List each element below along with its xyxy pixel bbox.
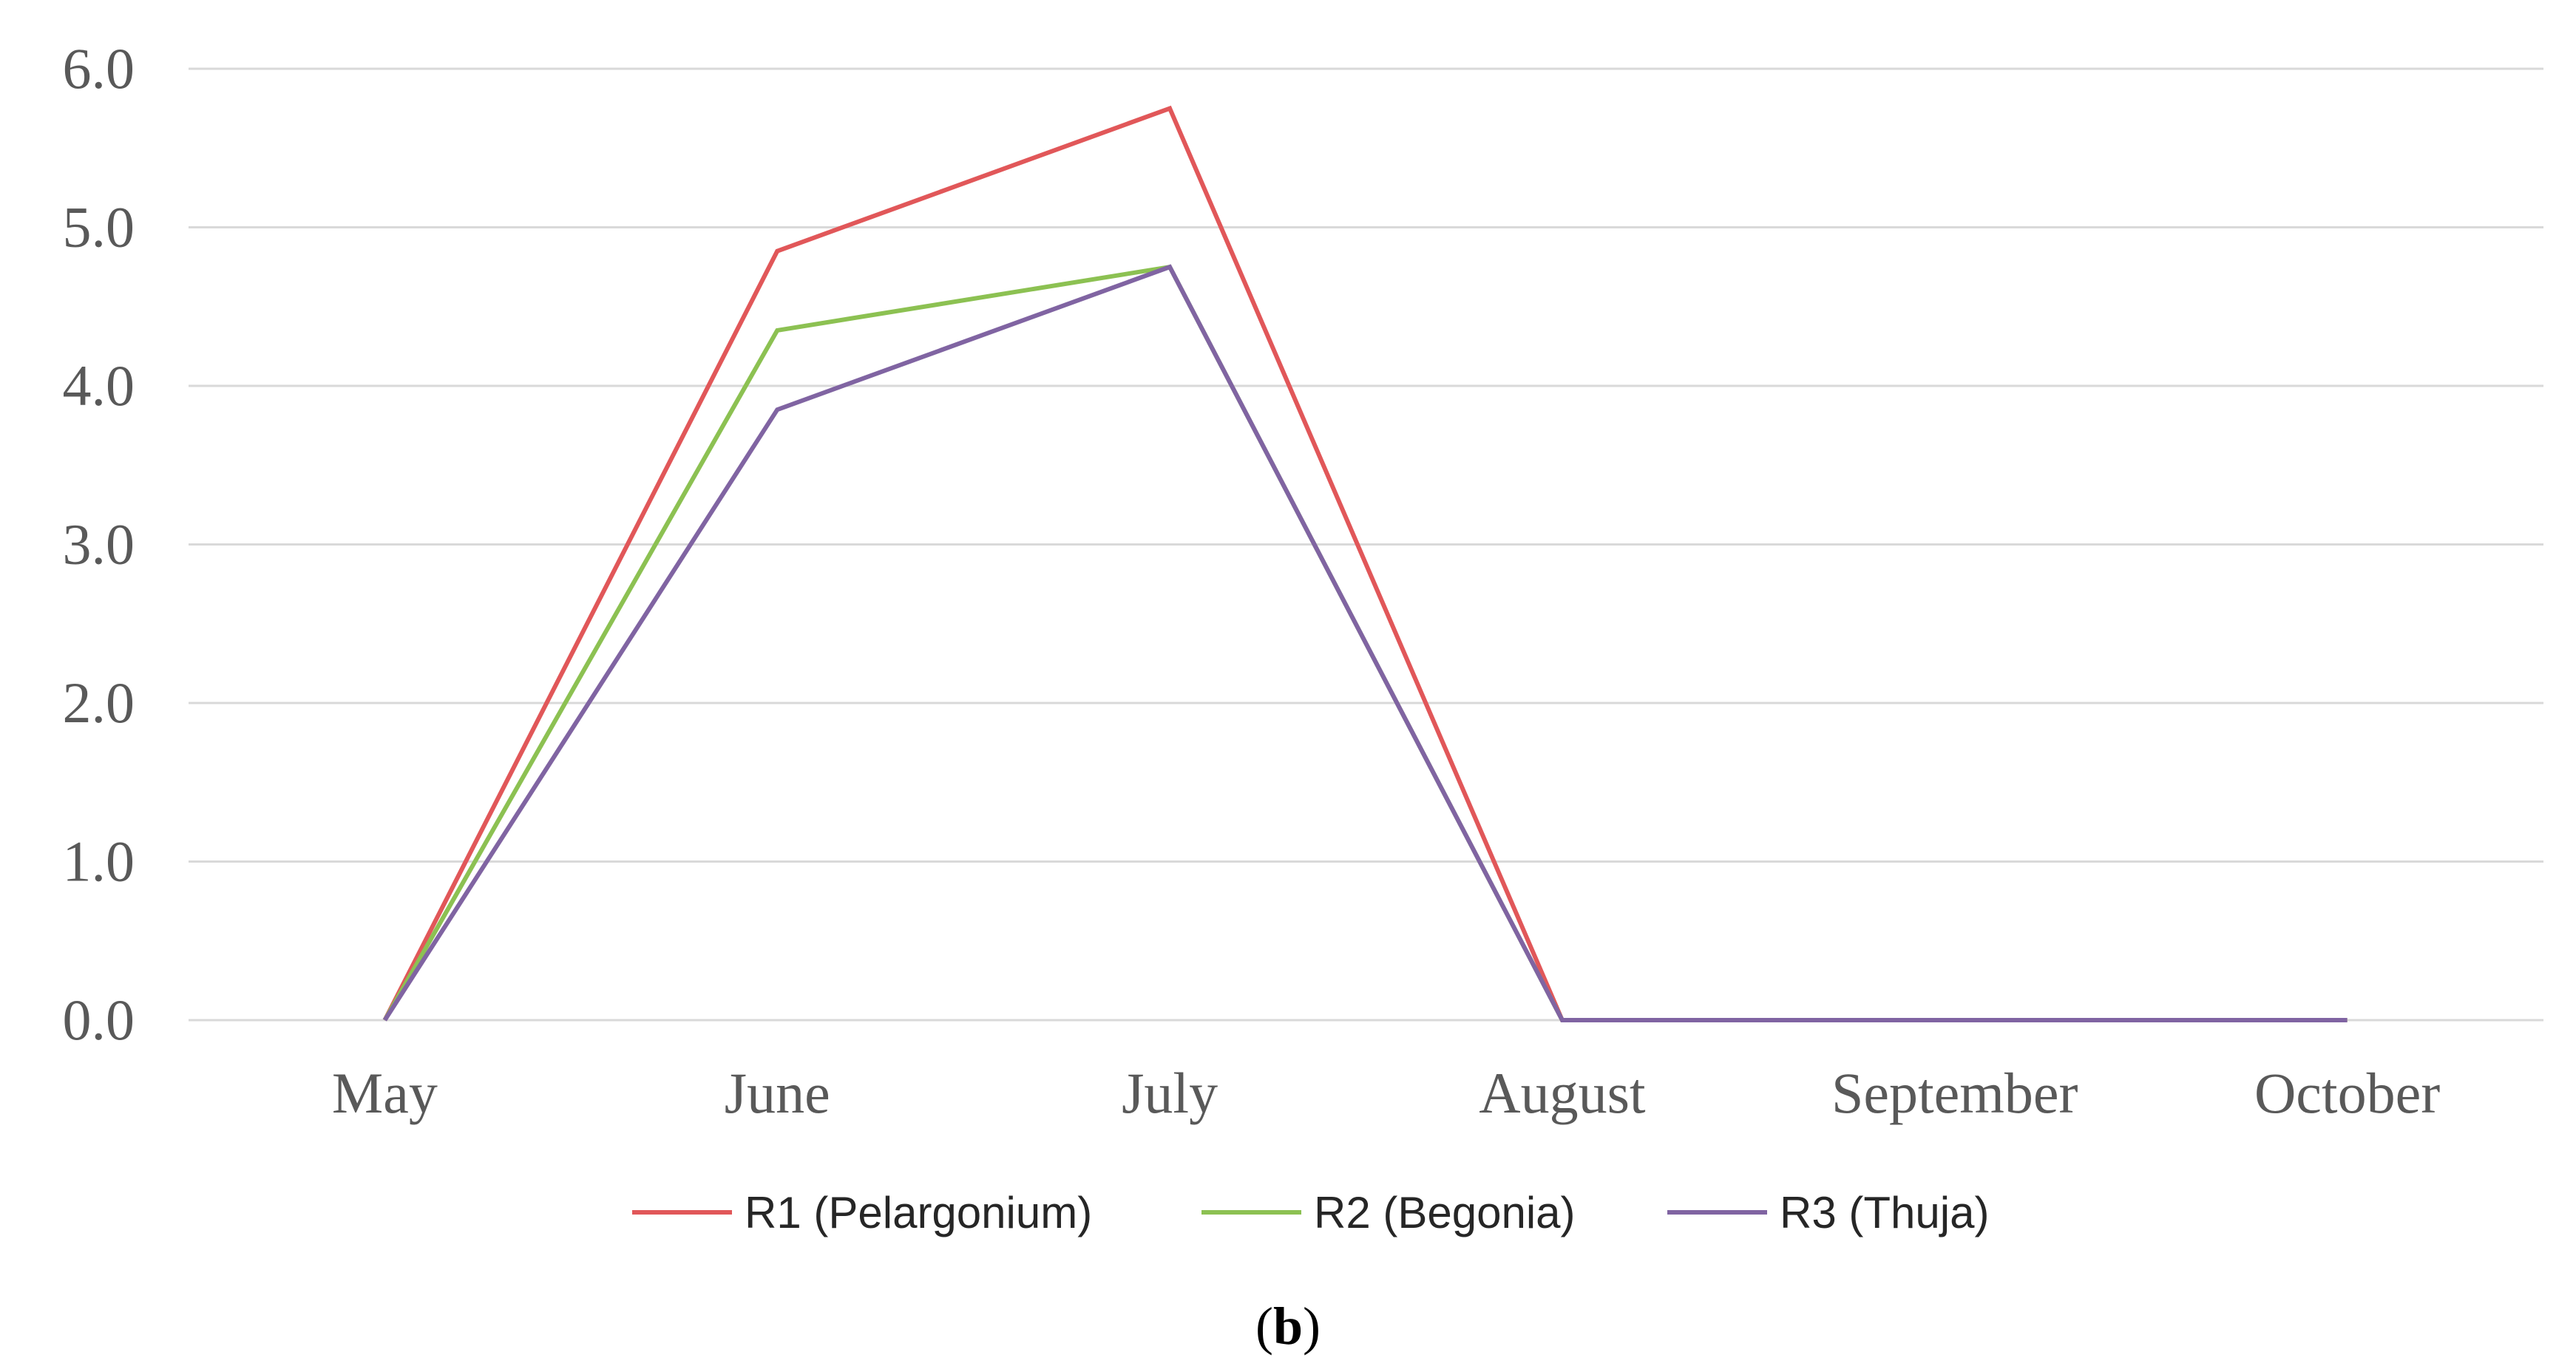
caption-open-paren: (: [1255, 1297, 1273, 1356]
series-line-3: [382, 264, 2348, 1022]
y-tick-label: 5.0: [63, 195, 135, 259]
x-tick-label: September: [1831, 1061, 2078, 1125]
caption-close-paren: ): [1303, 1297, 1321, 1356]
series-lines: [382, 105, 2348, 1022]
gridlines: [189, 67, 2543, 1022]
y-axis-ticks: 0.0 1.0 2.0 3.0 4.0 5.0 6.0: [63, 36, 135, 1052]
legend-label: R3 (Thuja): [1780, 1188, 1989, 1237]
y-tick-label: 2.0: [63, 670, 135, 735]
x-tick-label: August: [1479, 1061, 1646, 1125]
y-tick-label: 0.0: [63, 988, 135, 1052]
caption-letter: b: [1273, 1297, 1303, 1356]
x-tick-label: June: [725, 1061, 830, 1125]
legend-item: R3 (Thuja): [1667, 1188, 1989, 1237]
legend-item: R2 (Begonia): [1201, 1188, 1576, 1237]
y-tick-label: 3.0: [63, 512, 135, 577]
legend-label: R2 (Begonia): [1314, 1188, 1576, 1237]
x-tick-label: October: [2254, 1061, 2440, 1125]
y-tick-label: 4.0: [63, 353, 135, 418]
y-tick-label: 6.0: [63, 36, 135, 101]
legend: R1 (Pelargonium) R2 (Begonia) R3 (Thuja): [632, 1188, 1989, 1237]
legend-label: R1 (Pelargonium): [745, 1188, 1092, 1237]
y-tick-label: 1.0: [63, 829, 135, 894]
figure-caption: (b): [1255, 1297, 1321, 1356]
x-axis-ticks: May June July August September October: [332, 1061, 2440, 1125]
x-tick-label: May: [332, 1061, 438, 1125]
x-tick-label: July: [1122, 1061, 1218, 1125]
legend-item: R1 (Pelargonium): [632, 1188, 1092, 1237]
